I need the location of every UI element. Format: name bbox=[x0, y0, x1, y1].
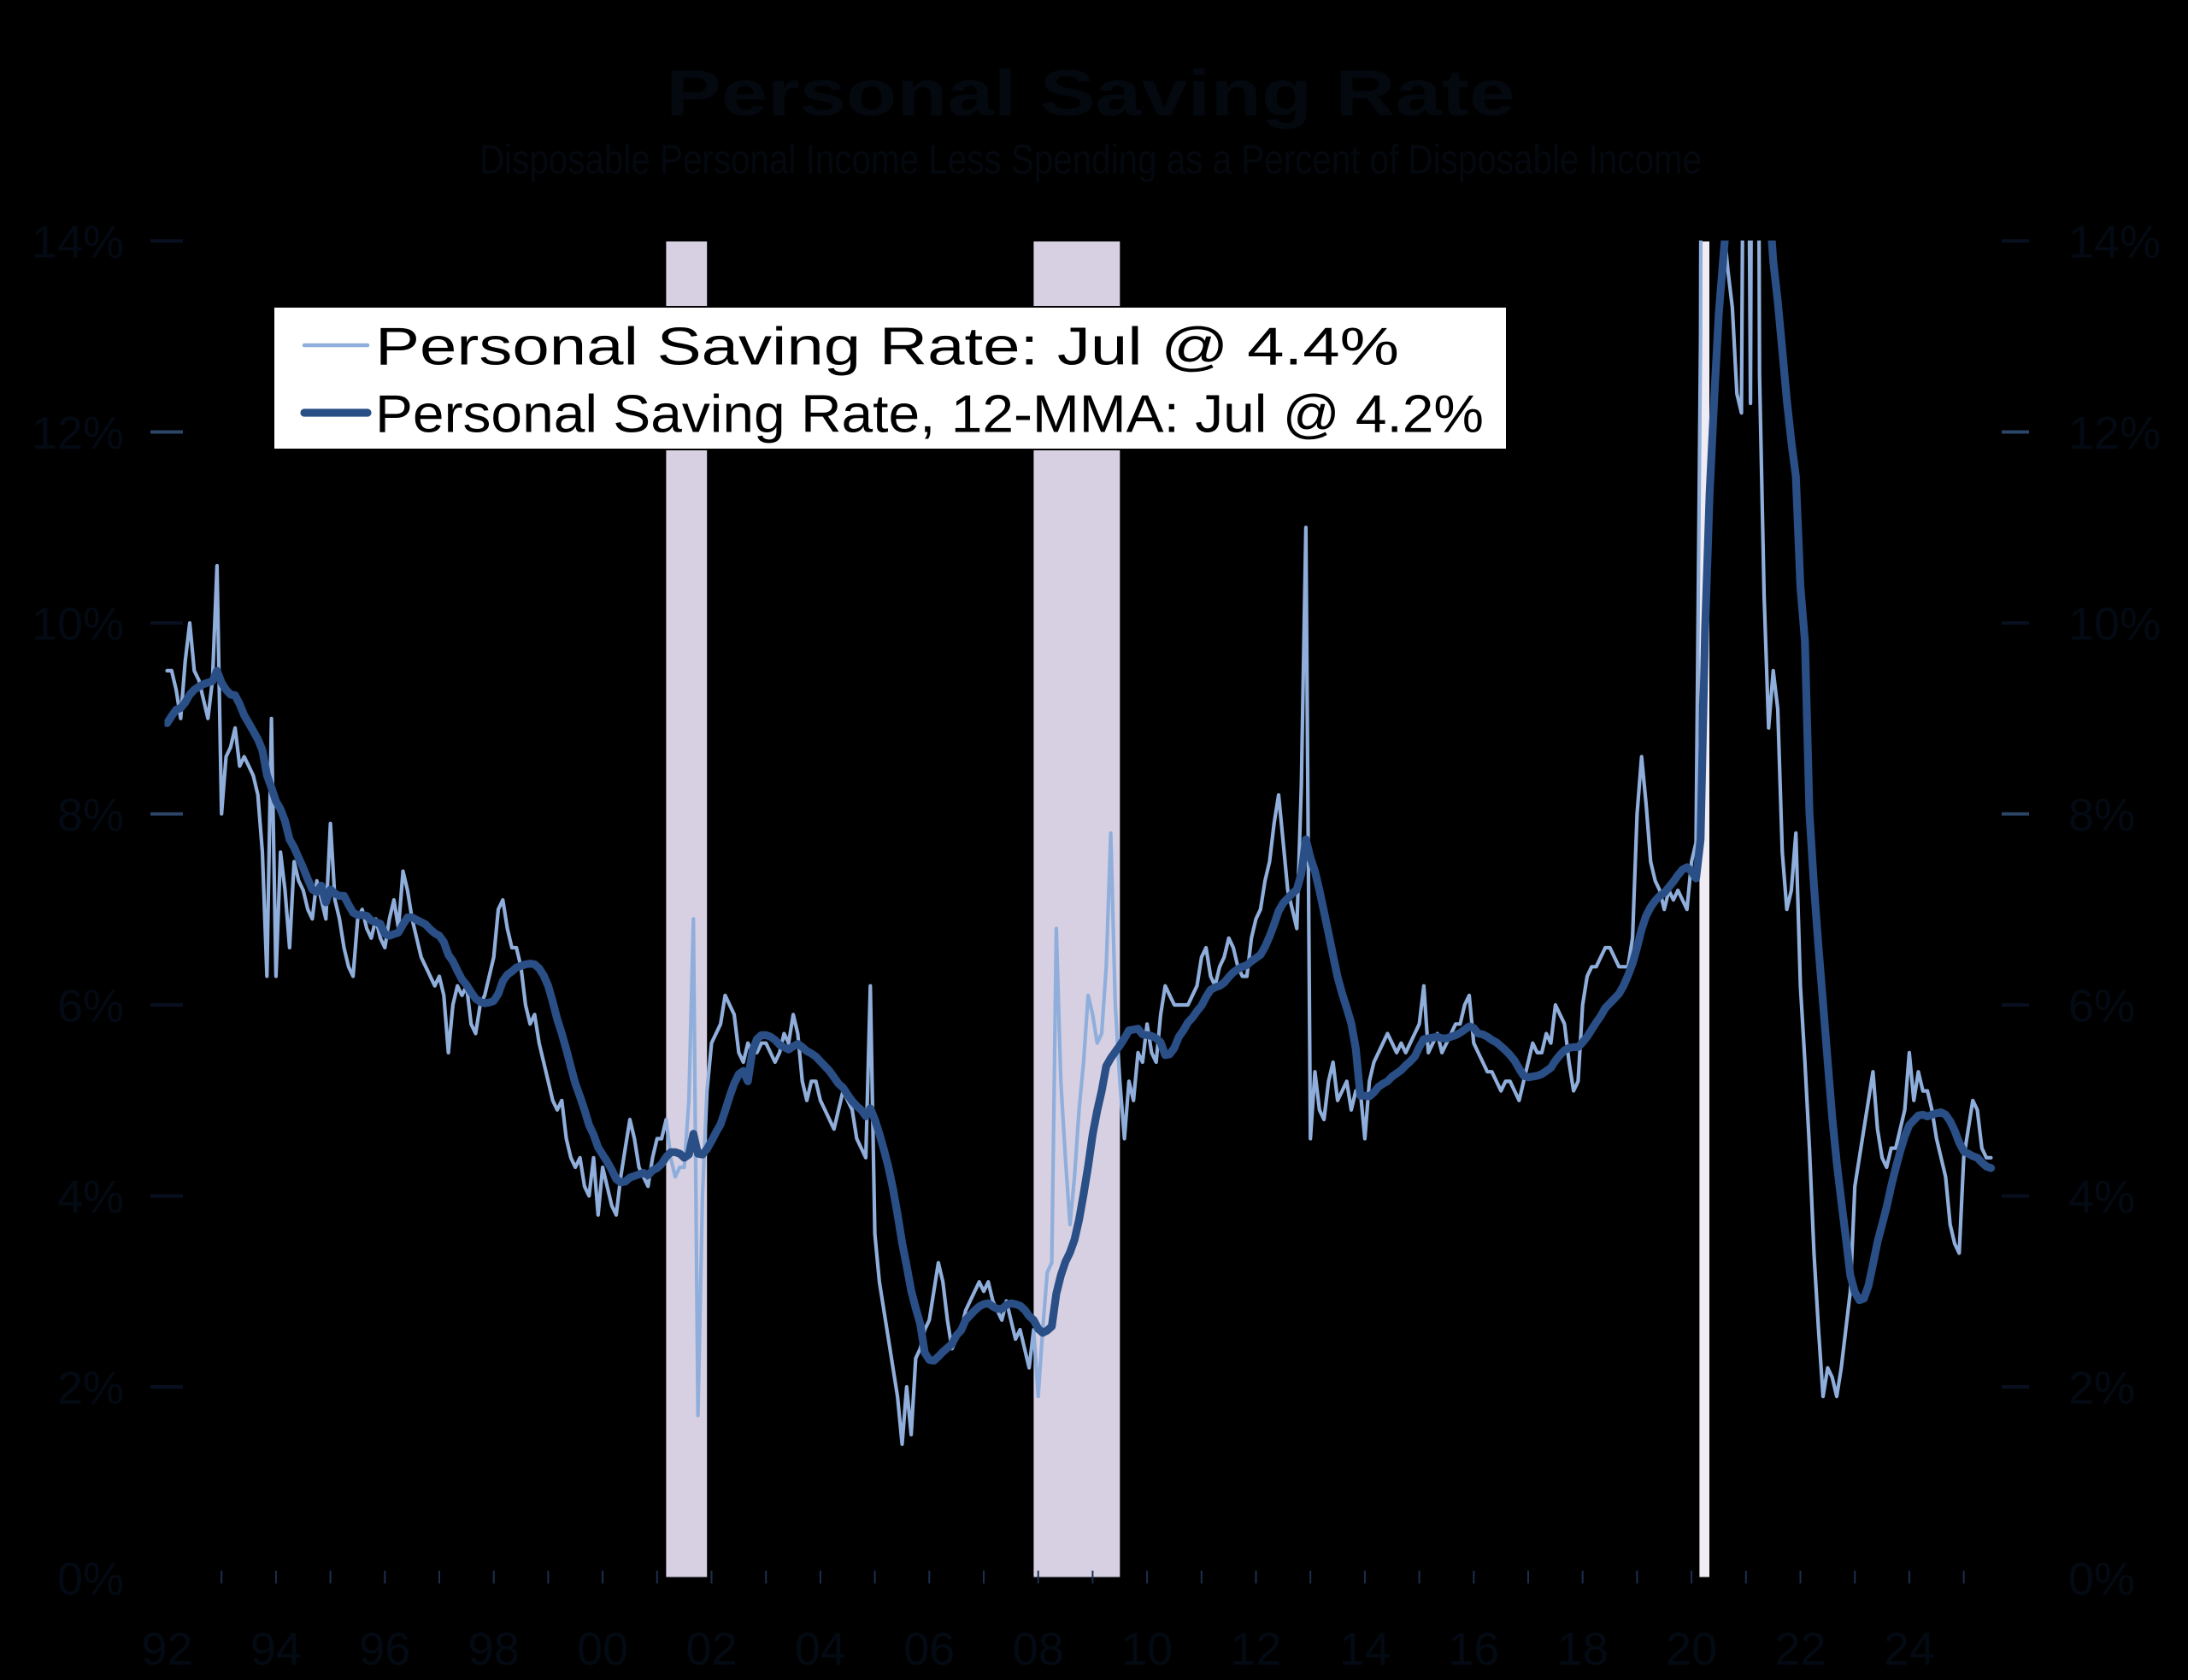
svg-text:16: 16 bbox=[1448, 1624, 1499, 1675]
svg-text:98: 98 bbox=[468, 1624, 520, 1675]
svg-text:10%: 10% bbox=[2068, 598, 2161, 649]
svg-text:20: 20 bbox=[1666, 1624, 1717, 1675]
svg-text:14%: 14% bbox=[32, 216, 124, 267]
svg-text:4%: 4% bbox=[57, 1172, 124, 1223]
svg-text:12%: 12% bbox=[2068, 408, 2161, 459]
svg-text:Personal Saving Rate: Jul @ 4.: Personal Saving Rate: Jul @ 4.4% bbox=[375, 317, 1399, 376]
svg-text:02: 02 bbox=[685, 1624, 737, 1675]
svg-text:14: 14 bbox=[1339, 1624, 1391, 1675]
svg-text:22: 22 bbox=[1774, 1624, 1826, 1675]
svg-text:6%: 6% bbox=[2068, 980, 2135, 1031]
svg-text:94: 94 bbox=[250, 1624, 302, 1675]
svg-text:12: 12 bbox=[1230, 1624, 1281, 1675]
svg-text:Personal Saving Rate, 12-MMA:: Personal Saving Rate, 12-MMA: Jul @ 4.2% bbox=[375, 385, 1484, 443]
svg-text:92: 92 bbox=[141, 1624, 192, 1675]
svg-text:8%: 8% bbox=[2068, 790, 2135, 841]
svg-text:06: 06 bbox=[903, 1624, 955, 1675]
svg-text:18: 18 bbox=[1557, 1624, 1609, 1675]
svg-text:12%: 12% bbox=[32, 408, 124, 459]
svg-text:2%: 2% bbox=[57, 1362, 124, 1413]
svg-text:0%: 0% bbox=[57, 1554, 124, 1605]
svg-text:04: 04 bbox=[795, 1624, 846, 1675]
svg-text:Personal Saving Rate: Personal Saving Rate bbox=[666, 57, 1515, 130]
svg-text:0%: 0% bbox=[2068, 1554, 2135, 1605]
svg-text:00: 00 bbox=[577, 1624, 628, 1675]
svg-text:6%: 6% bbox=[57, 980, 124, 1031]
svg-text:2%: 2% bbox=[2068, 1362, 2135, 1413]
svg-text:24: 24 bbox=[1884, 1624, 1935, 1675]
svg-text:10: 10 bbox=[1121, 1624, 1173, 1675]
svg-text:08: 08 bbox=[1013, 1624, 1064, 1675]
svg-text:Disposable Personal Income Les: Disposable Personal Income Less Spending… bbox=[479, 138, 1702, 183]
svg-text:4%: 4% bbox=[2068, 1172, 2135, 1223]
svg-text:8%: 8% bbox=[57, 790, 124, 841]
svg-text:96: 96 bbox=[359, 1624, 410, 1675]
svg-text:10%: 10% bbox=[32, 598, 124, 649]
svg-text:14%: 14% bbox=[2068, 216, 2161, 267]
